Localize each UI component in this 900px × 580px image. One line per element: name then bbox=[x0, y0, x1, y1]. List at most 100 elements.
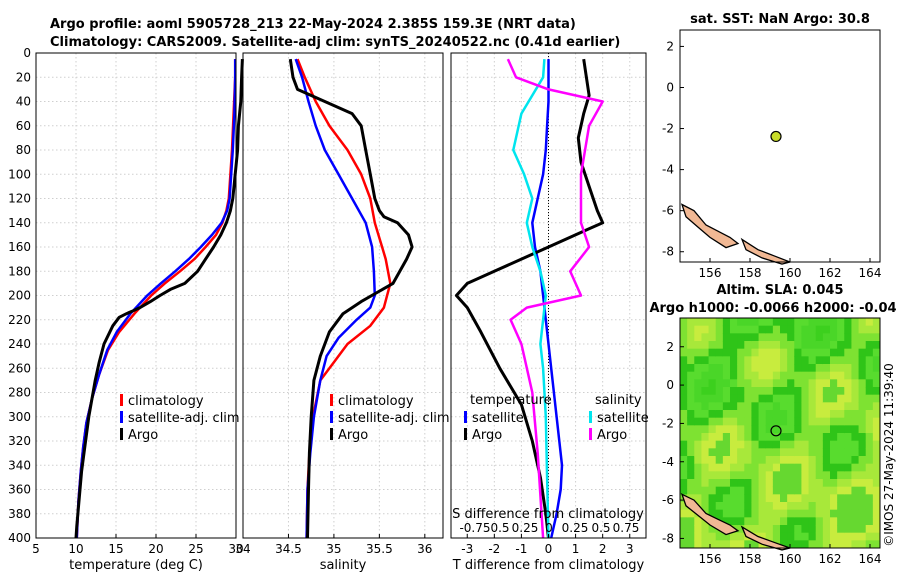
x-tick-label: -3 bbox=[461, 542, 473, 556]
sla-cell bbox=[737, 494, 745, 503]
sla-cell bbox=[780, 502, 788, 511]
sla-cell bbox=[722, 364, 731, 373]
sla-cell bbox=[830, 371, 838, 380]
sla-cell bbox=[680, 517, 688, 526]
sla-cell bbox=[858, 356, 867, 365]
sla-cell bbox=[808, 532, 817, 541]
sla-cell bbox=[815, 494, 824, 503]
sla-cell bbox=[865, 402, 874, 411]
sla-cell bbox=[772, 325, 781, 334]
sla-cell bbox=[744, 356, 752, 365]
sla-cell bbox=[801, 387, 810, 396]
sla-cell bbox=[758, 371, 767, 380]
sla-cell bbox=[780, 318, 788, 327]
sla-cell bbox=[808, 525, 817, 534]
sla-cell bbox=[680, 532, 688, 541]
sla-cell bbox=[708, 325, 717, 334]
sla-cell bbox=[701, 356, 710, 365]
sla-cell bbox=[765, 532, 774, 541]
y-tick-label: 2 bbox=[666, 340, 674, 354]
sla-cell bbox=[708, 379, 717, 388]
sla-cell bbox=[744, 379, 752, 388]
sla-cell bbox=[794, 471, 802, 480]
sla-cell bbox=[801, 348, 810, 357]
sla-cell bbox=[837, 509, 845, 518]
sla-cell bbox=[794, 417, 802, 426]
sla-map-title1: Altim. SLA: 0.045 bbox=[717, 283, 844, 298]
sst-map-panel: 156 158 160 162 164 2 0 -2 -4 -6 -8 sat. SST: NaN A… bbox=[662, 12, 881, 280]
sla-cell bbox=[808, 394, 817, 403]
sla-cell bbox=[744, 333, 752, 342]
sla-cell bbox=[787, 463, 795, 472]
sla-cell bbox=[687, 479, 695, 488]
sla-cell bbox=[815, 371, 824, 380]
sla-cell bbox=[737, 463, 745, 472]
sla-cell bbox=[858, 456, 867, 465]
sla-cell bbox=[687, 333, 695, 342]
sla-cell bbox=[722, 348, 731, 357]
sla-cell bbox=[858, 425, 867, 434]
sla-cell bbox=[844, 532, 852, 541]
sla-cell bbox=[751, 456, 760, 465]
sla-cell bbox=[687, 387, 695, 396]
plot-frame bbox=[35, 52, 237, 539]
sla-cell bbox=[787, 417, 795, 426]
sla-cell bbox=[858, 394, 867, 403]
legend-temperature-header: temperature bbox=[470, 393, 552, 408]
sla-cell bbox=[830, 479, 838, 488]
sla-cell bbox=[744, 463, 752, 472]
sla-cell bbox=[694, 348, 702, 357]
x-tick-label: 25 bbox=[188, 542, 203, 556]
sla-cell bbox=[780, 394, 788, 403]
sla-cell bbox=[865, 341, 874, 350]
sla-cell bbox=[730, 318, 738, 327]
y-tick-label: -8 bbox=[662, 245, 674, 259]
sla-cell bbox=[837, 356, 845, 365]
legend-satellite-swatch bbox=[330, 411, 333, 423]
sla-cell bbox=[872, 371, 881, 380]
sla-cell bbox=[808, 479, 817, 488]
sla-cell bbox=[844, 456, 852, 465]
x-tick-label: 158 bbox=[739, 552, 762, 566]
sla-cell bbox=[787, 402, 795, 411]
sla-cell bbox=[837, 433, 845, 442]
sla-cell bbox=[701, 525, 710, 534]
top-tick-label: 0.5 bbox=[591, 521, 610, 535]
sla-cell bbox=[744, 371, 752, 380]
sla-cell bbox=[815, 463, 824, 472]
sla-cell bbox=[687, 394, 695, 403]
sla-cell bbox=[851, 371, 860, 380]
sla-cell bbox=[722, 410, 731, 419]
sla-cell bbox=[708, 371, 717, 380]
map-frame bbox=[679, 317, 881, 549]
sla-cell bbox=[680, 356, 688, 365]
sla-cell bbox=[851, 318, 860, 327]
sla-cell bbox=[815, 394, 824, 403]
x-axis-label: salinity bbox=[320, 558, 367, 573]
sla-cell bbox=[680, 394, 688, 403]
sla-cell bbox=[787, 486, 795, 495]
sla-cell bbox=[822, 341, 831, 350]
sla-cell bbox=[794, 387, 802, 396]
island-landmass bbox=[680, 203, 740, 249]
copyright-timestamp: ©IMOS 27-May-2024 11:39:40 bbox=[882, 363, 896, 547]
sla-cell bbox=[715, 479, 724, 488]
sla-cell bbox=[765, 394, 774, 403]
sla-cell bbox=[844, 410, 852, 419]
sla-cell bbox=[794, 525, 802, 534]
sla-cell bbox=[872, 325, 881, 334]
sla-cell bbox=[815, 318, 824, 327]
sla-cell bbox=[858, 509, 867, 518]
sla-cell bbox=[701, 387, 710, 396]
sla-cell bbox=[772, 341, 781, 350]
sla-cell bbox=[751, 402, 760, 411]
sla-cell bbox=[872, 494, 881, 503]
sla-cell bbox=[837, 402, 845, 411]
series-line-argo bbox=[288, 58, 414, 539]
sla-cell bbox=[722, 532, 731, 541]
sla-cell bbox=[801, 356, 810, 365]
y-tick-label: -4 bbox=[662, 163, 674, 177]
sla-cell bbox=[844, 318, 852, 327]
sla-cell bbox=[694, 410, 702, 419]
